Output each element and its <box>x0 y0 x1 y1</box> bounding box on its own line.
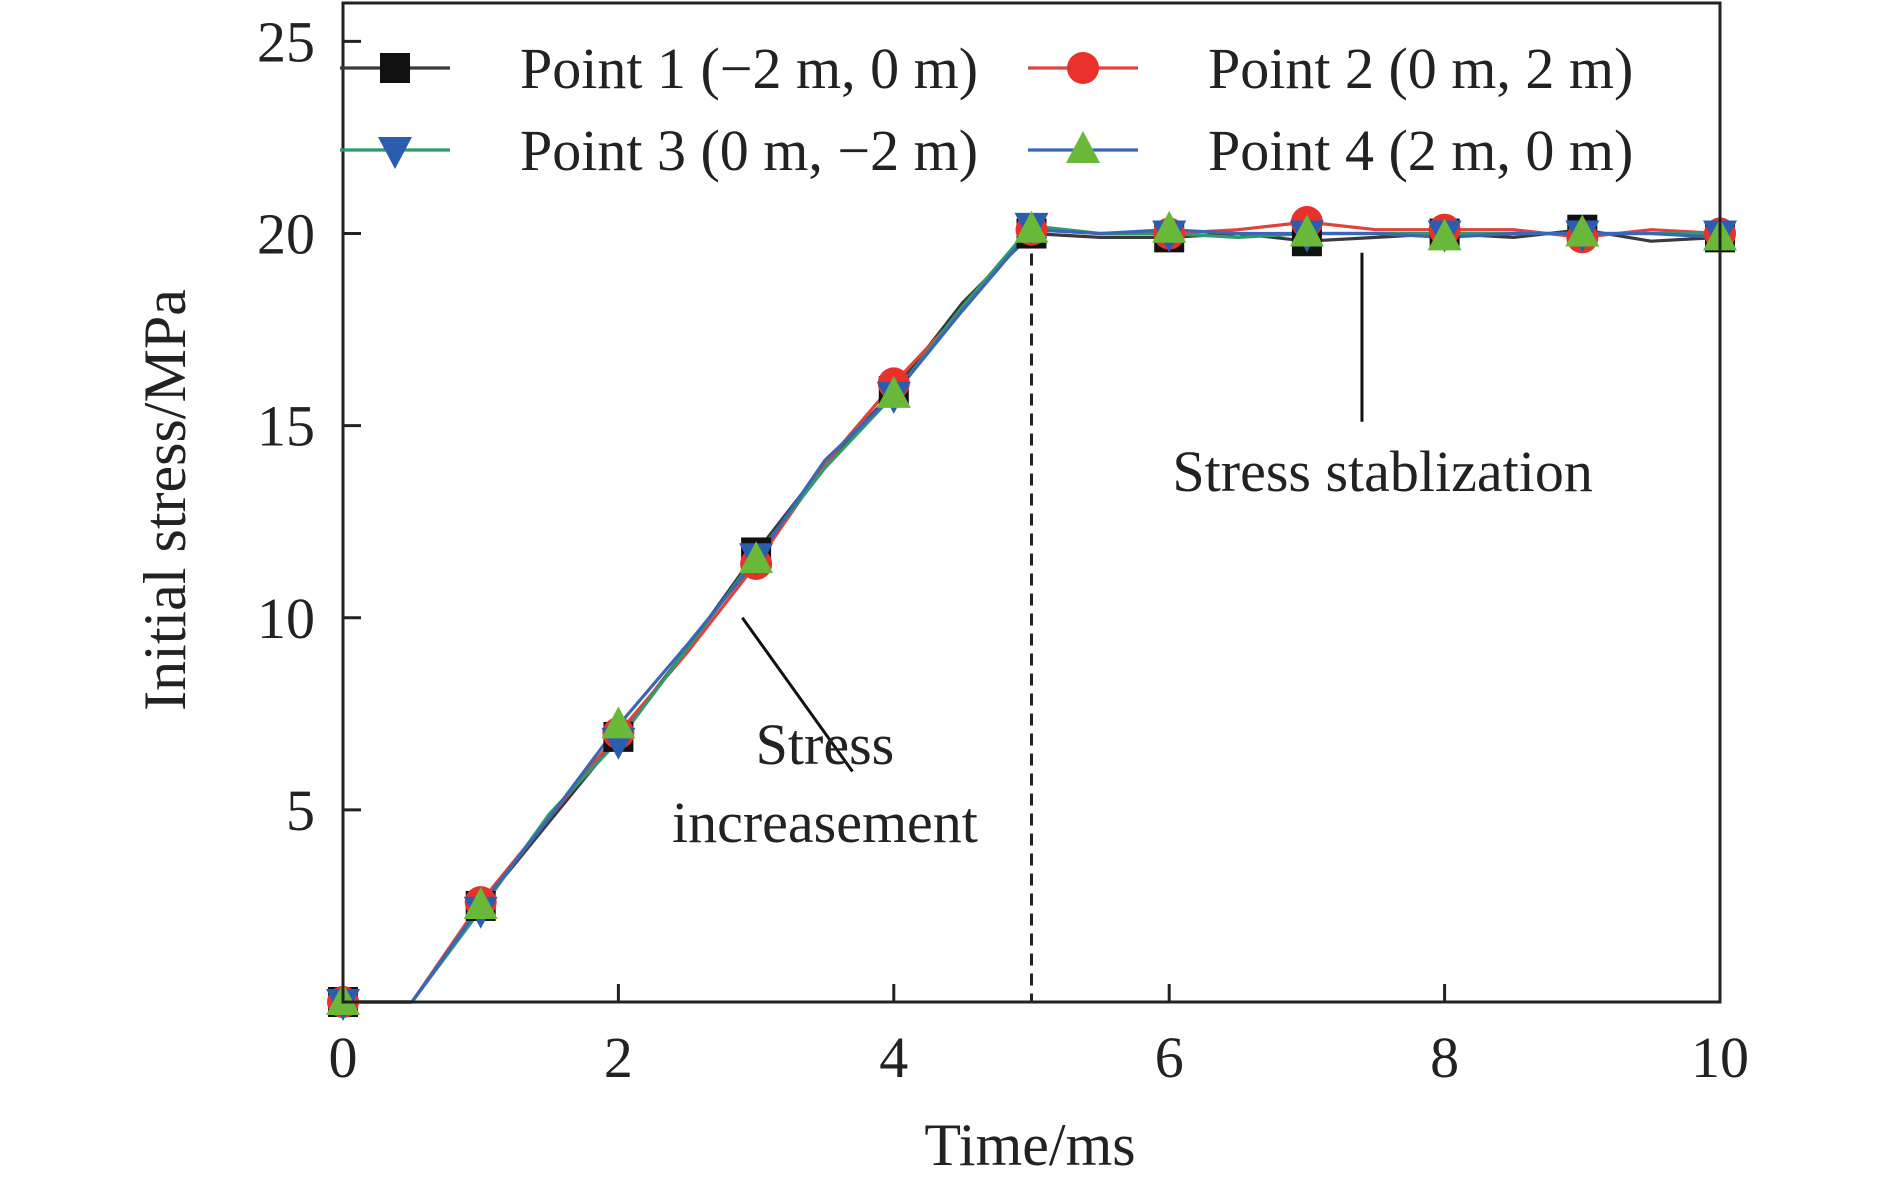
x-tick-label-8: 8 <box>1430 1025 1459 1090</box>
legend: Point 1 (−2 m, 0 m) Point 2 (0 m, 2 m) Poi… <box>340 36 1633 183</box>
plot-frame <box>341 1 1722 1004</box>
legend-entry-4: Point 4 (2 m, 0 m) <box>1028 118 1633 183</box>
series-4-marker-3 <box>739 541 774 574</box>
y-tick-label-5: 5 <box>286 778 315 843</box>
annotation-layer: Stress increasement Stress stablization <box>672 252 1593 855</box>
legend-entry-2: Point 2 (0 m, 2 m) <box>1028 36 1633 101</box>
y-tick-label-25: 25 <box>257 9 315 74</box>
series-4-marker-2 <box>601 706 636 739</box>
series-4-marker-8 <box>1427 218 1462 251</box>
x-tick-label-0: 0 <box>329 1025 358 1090</box>
legend-marker-2 <box>1067 52 1099 84</box>
x-tick-label-4: 4 <box>879 1025 908 1090</box>
legend-entry-3: Point 3 (0 m, −2 m) <box>340 118 978 183</box>
x-axis-label: Time/ms <box>924 1112 1135 1178</box>
legend-marker-3 <box>378 137 412 169</box>
series-4-marker-6 <box>1152 210 1187 243</box>
y-tick-label-20: 20 <box>257 202 315 267</box>
x-tick-label-6: 6 <box>1155 1025 1184 1090</box>
y-tick-label-15: 15 <box>257 394 315 459</box>
x-tick-label-2: 2 <box>604 1025 633 1090</box>
legend-label-2: Point 2 (0 m, 2 m) <box>1208 36 1633 101</box>
y-axis-label: Initial stress/MPa <box>132 289 198 711</box>
series-4-marker-9 <box>1565 214 1600 247</box>
legend-entry-1: Point 1 (−2 m, 0 m) <box>340 36 978 101</box>
annotation-1-text-2: increasement <box>672 790 978 855</box>
x-tick-label-10: 10 <box>1691 1025 1749 1090</box>
annotation-1-text-1: Stress <box>756 712 895 777</box>
annotation-1-leader <box>741 616 854 773</box>
series-4-marker-5 <box>1014 210 1049 243</box>
legend-label-4: Point 4 (2 m, 0 m) <box>1208 118 1633 183</box>
series-4-marker-4 <box>876 375 911 408</box>
legend-label-1: Point 1 (−2 m, 0 m) <box>520 36 978 101</box>
series-layer <box>326 206 1737 1021</box>
series-4-marker-1 <box>463 886 498 919</box>
y-tick-label-10: 10 <box>257 586 315 651</box>
legend-marker-1 <box>380 53 410 83</box>
axes-layer: 0 2 4 6 8 10 5 10 15 20 25 <box>257 1 1749 1090</box>
legend-label-3: Point 3 (0 m, −2 m) <box>520 118 978 183</box>
annotation-2-text-1: Stress stablization <box>1172 439 1592 504</box>
legend-marker-4 <box>1066 131 1100 163</box>
series-4-marker-7 <box>1289 214 1324 247</box>
